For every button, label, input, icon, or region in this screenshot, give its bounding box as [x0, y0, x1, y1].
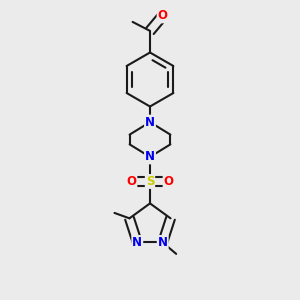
Text: N: N: [158, 236, 168, 249]
Text: O: O: [158, 9, 168, 22]
Text: S: S: [146, 175, 154, 188]
Text: N: N: [132, 236, 142, 249]
Text: N: N: [145, 150, 155, 164]
Text: O: O: [164, 175, 174, 188]
Text: O: O: [126, 175, 136, 188]
Text: N: N: [145, 116, 155, 129]
